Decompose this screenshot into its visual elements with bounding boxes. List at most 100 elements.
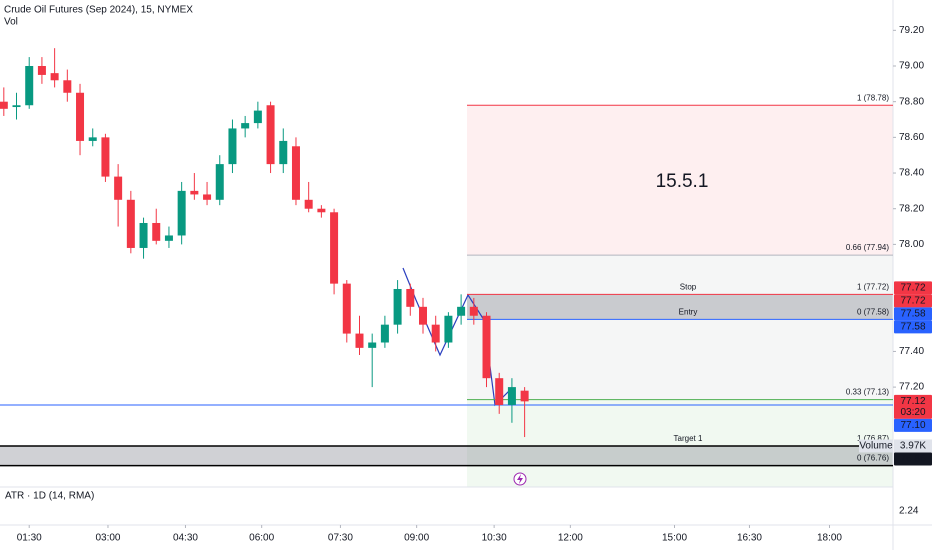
x-tick-label: 18:00 [817, 533, 842, 544]
candle-body [380, 324, 389, 343]
price-badge-label: 77.12 [900, 396, 925, 407]
candle-body [203, 194, 212, 200]
candle-body [291, 146, 300, 200]
level-name: Stop [680, 282, 697, 291]
candle-body [342, 283, 351, 334]
ratio-label: 15.5.1 [656, 171, 709, 192]
candle-body [152, 222, 161, 241]
candle-body [368, 342, 377, 348]
level-name: Target 1 [674, 434, 703, 443]
x-tick-label: 12:00 [558, 533, 583, 544]
candle-body [330, 212, 339, 284]
candle-body [12, 105, 21, 108]
event-icon-bolt [517, 474, 523, 484]
neutral-zone [467, 255, 893, 400]
level-label: 0 (77.58) [857, 307, 889, 316]
indicator-title: ATR · 1D (14, RMA) [5, 491, 94, 502]
target-zone [467, 399, 893, 487]
volume-title: Vol [4, 17, 18, 28]
candle-body [457, 306, 466, 316]
price-badge [894, 394, 932, 419]
price-badge-label: 77.72 [900, 282, 925, 293]
candle-body [114, 176, 123, 200]
candle-body [177, 190, 186, 236]
candle-body [482, 315, 491, 379]
candle-body [469, 306, 478, 316]
x-tick-label: 09:00 [404, 533, 429, 544]
price-badge [894, 307, 932, 321]
candle-body [215, 164, 224, 200]
candle-body [266, 105, 275, 165]
y-tick-label: 78.00 [899, 239, 924, 250]
x-tick-label: 07:30 [328, 533, 353, 544]
price-badge-label: 77.58 [900, 308, 925, 319]
candle-body [279, 140, 288, 165]
y-tick-label: 78.20 [899, 203, 924, 214]
candle-body [88, 137, 97, 141]
candle-body [25, 66, 34, 106]
candle-body [241, 123, 250, 129]
candle-body [317, 208, 326, 213]
level-label: 0.33 (77.13) [846, 388, 889, 397]
candle-body [444, 315, 453, 343]
indicator-value: 2.24 [899, 506, 919, 517]
volume-name-box [859, 439, 893, 453]
y-tick-label: 78.60 [899, 132, 924, 143]
level-label: 0.66 (77.94) [846, 243, 889, 252]
candle-body [495, 378, 504, 405]
price-badge [894, 294, 932, 308]
price-badge [894, 452, 932, 466]
candle-body [50, 73, 59, 81]
y-tick-label: 77.40 [899, 346, 924, 357]
candle-body [126, 199, 135, 248]
y-tick-label: 78.80 [899, 96, 924, 107]
volume-name: Volume [859, 441, 893, 452]
x-tick-label: 04:30 [173, 533, 198, 544]
candle-body [101, 137, 110, 177]
chart-title: Crude Oil Futures (Sep 2024), 15, NYMEX [4, 5, 193, 16]
candle-body [304, 199, 313, 209]
candle-body [190, 190, 199, 195]
y-tick-label: 78.40 [899, 168, 924, 179]
x-tick-label: 10:30 [482, 533, 507, 544]
target-box [0, 445, 893, 466]
candle-body [393, 288, 402, 325]
candle-body [253, 110, 262, 124]
candle-body [419, 306, 427, 325]
candle-body [37, 66, 46, 75]
candle-body [63, 80, 72, 93]
x-tick-label: 06:00 [249, 533, 274, 544]
candle-body [0, 101, 8, 109]
price-badge-label: 77.58 [900, 321, 925, 332]
price-badge-label: 77.10 [900, 420, 925, 431]
y-tick-label: 79.20 [899, 25, 924, 36]
volume-badge [894, 439, 932, 453]
x-tick-label: 16:30 [737, 533, 762, 544]
profit-zone [467, 105, 893, 256]
zones [0, 105, 893, 487]
risk-zone [467, 294, 893, 320]
x-tick-label: 15:00 [662, 533, 687, 544]
x-tick-label: 01:30 [17, 533, 42, 544]
candle-body [355, 333, 364, 348]
price-badge [894, 320, 932, 334]
candle-body [507, 387, 516, 405]
countdown-label: 03:20 [900, 407, 925, 418]
price-badge-label: 76.86 [900, 454, 925, 465]
y-tick-label: 77.20 [899, 382, 924, 393]
level-label: 1 (78.78) [857, 93, 889, 102]
level-label: 1 (77.72) [857, 282, 889, 291]
price-badge-label: 77.72 [900, 295, 925, 306]
candle-body [228, 128, 237, 165]
candle-body [139, 222, 148, 248]
level-label: 0 (76.76) [857, 454, 889, 463]
y-tick-label: 79.00 [899, 61, 924, 72]
level-name: Entry [679, 307, 698, 316]
volume-badge-label: 3.97K [900, 441, 926, 452]
candle-body [406, 288, 415, 307]
candle-body [164, 235, 173, 241]
x-tick-label: 03:00 [95, 533, 120, 544]
level-label: 1 (76.87) [857, 434, 889, 443]
